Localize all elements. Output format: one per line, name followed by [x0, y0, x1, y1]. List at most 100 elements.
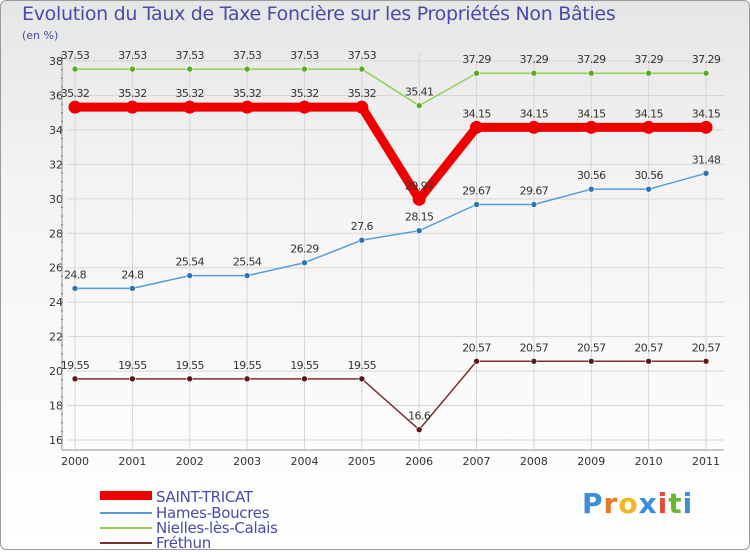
data-label: 19.55 — [348, 359, 377, 372]
data-point — [301, 375, 308, 383]
data-point — [702, 170, 710, 177]
legend-label: Fréthun — [156, 534, 211, 552]
y-tick-label: 16 — [49, 434, 63, 447]
data-point — [183, 100, 197, 114]
proxiti-logo: Proxiti — [582, 487, 693, 520]
data-point — [530, 69, 538, 77]
data-point — [240, 100, 254, 114]
y-tick-label: 30 — [49, 193, 63, 206]
legend-label: Nielles-lès-Calais — [156, 519, 278, 537]
x-tick-label: 2008 — [520, 455, 548, 468]
data-point — [412, 192, 426, 206]
y-tick-label: 36 — [49, 89, 63, 102]
data-label: 37.29 — [634, 53, 663, 66]
data-point — [645, 357, 652, 365]
data-label: 27.6 — [351, 220, 374, 233]
data-label: 37.53 — [348, 49, 377, 62]
data-label: 16.6 — [408, 410, 431, 423]
series-line-fr-thun — [74, 360, 707, 431]
data-label: 20.57 — [577, 341, 606, 354]
x-tick-label: 2011 — [692, 455, 720, 468]
y-tick-label: 28 — [49, 227, 63, 240]
data-point — [584, 120, 598, 134]
data-point — [186, 375, 194, 383]
data-point — [587, 357, 595, 365]
x-tick-label: 2000 — [61, 455, 89, 468]
data-point — [358, 236, 366, 244]
data-label: 20.57 — [634, 341, 663, 354]
x-tick-label: 2003 — [233, 455, 261, 468]
data-label: 37.29 — [462, 53, 491, 66]
data-point — [587, 69, 595, 77]
data-point — [645, 185, 652, 193]
data-point — [527, 120, 541, 134]
y-tick-label: 18 — [49, 400, 63, 413]
data-point — [415, 426, 423, 433]
data-label: 24.8 — [64, 268, 87, 281]
data-label: 24.8 — [121, 268, 144, 281]
y-axis-unit-label: (en %) — [22, 29, 59, 42]
y-tick-label: 22 — [49, 331, 63, 344]
data-point — [243, 375, 251, 383]
data-label: 26.29 — [290, 243, 319, 256]
data-label: 35.32 — [348, 87, 377, 100]
legend-swatch — [100, 542, 152, 544]
legend-swatch — [100, 491, 152, 500]
data-point — [125, 100, 139, 114]
data-point — [415, 102, 423, 109]
data-point — [473, 357, 480, 365]
data-label: 20.57 — [692, 341, 721, 354]
series-line-hames-boucres — [74, 172, 707, 290]
x-tick-label: 2010 — [635, 455, 663, 468]
y-tick-label: 20 — [49, 365, 63, 378]
data-point — [473, 69, 480, 77]
data-label: 25.54 — [175, 256, 204, 269]
x-tick-label: 2004 — [290, 455, 318, 468]
data-label: 37.53 — [175, 49, 204, 62]
data-label: 34.15 — [520, 107, 549, 120]
logo-letter: t — [668, 487, 683, 520]
y-tick-label: 34 — [49, 124, 63, 137]
data-point — [71, 375, 79, 383]
data-point — [702, 69, 710, 77]
logo-letter: P — [582, 487, 604, 520]
data-label: 29.97 — [405, 179, 434, 192]
logo-letter: o — [618, 487, 639, 520]
data-label: 35.32 — [118, 87, 147, 100]
data-label: 19.55 — [290, 359, 319, 372]
data-point — [297, 100, 311, 114]
y-tick-label: 32 — [49, 158, 63, 171]
data-point — [68, 100, 82, 114]
data-label: 34.15 — [577, 107, 606, 120]
data-label: 30.56 — [634, 169, 663, 182]
data-label: 35.32 — [290, 87, 319, 100]
logo-letter: i — [657, 487, 669, 520]
data-point — [186, 272, 194, 279]
data-label: 19.55 — [233, 359, 262, 372]
series-line-saint-tricat — [70, 102, 711, 204]
data-point — [358, 375, 366, 383]
data-label: 37.53 — [118, 49, 147, 62]
data-label: 34.15 — [462, 107, 491, 120]
data-point — [699, 120, 713, 134]
data-label: 35.41 — [405, 86, 434, 99]
x-tick-label: 2006 — [405, 455, 433, 468]
data-point — [642, 120, 656, 134]
data-label: 34.15 — [634, 107, 663, 120]
data-point — [702, 357, 710, 365]
data-point — [473, 201, 480, 208]
data-label: 20.57 — [462, 341, 491, 354]
data-label: 19.55 — [61, 359, 90, 372]
data-point — [358, 65, 366, 73]
x-tick-label: 2002 — [176, 455, 204, 468]
data-point — [301, 65, 308, 73]
data-label: 37.53 — [233, 49, 262, 62]
data-label: 35.32 — [175, 87, 204, 100]
data-point — [71, 285, 79, 292]
y-tick-label: 38 — [49, 55, 63, 68]
data-label: 29.67 — [462, 185, 491, 198]
data-label: 35.32 — [233, 87, 262, 100]
logo-letter: r — [603, 487, 619, 520]
data-point — [530, 357, 538, 365]
